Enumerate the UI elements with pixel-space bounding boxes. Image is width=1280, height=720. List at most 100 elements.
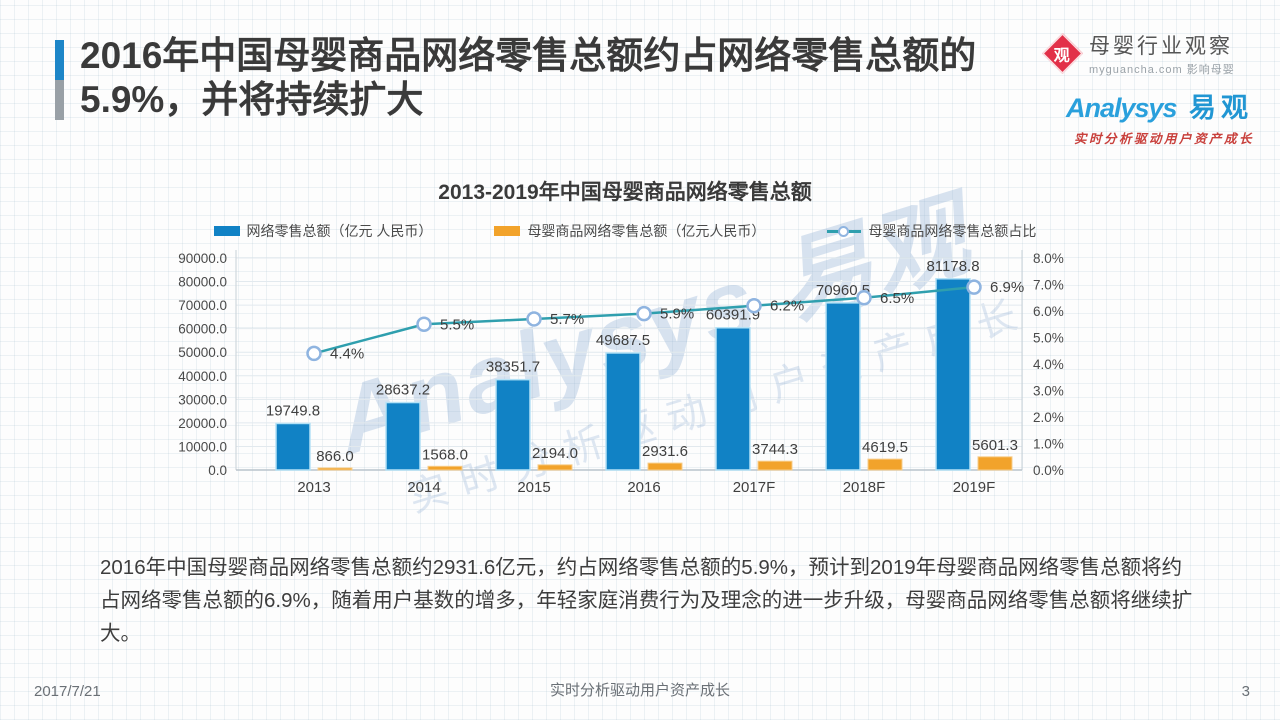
x-tick-label: 2015 xyxy=(517,479,550,496)
y-tick-left: 80000.0 xyxy=(178,275,227,290)
bar-baby-retail-label: 5601.3 xyxy=(972,437,1018,454)
title-accent-bar xyxy=(55,40,64,120)
bar-baby-retail xyxy=(757,460,793,471)
chart-title: 2013-2019年中国母婴商品网络零售总额 xyxy=(438,181,812,204)
x-tick-label: 2019F xyxy=(953,479,996,496)
page-title: 2016年中国母婴商品网络零售总额约占网络零售总额的 5.9%，并将持续扩大 xyxy=(80,34,976,123)
footer-slogan: 实时分析驱动用户资产成长 xyxy=(549,682,730,699)
y-tick-left: 70000.0 xyxy=(178,298,227,313)
combo-chart: 0.0 10000.0 20000.0 30000.0 40000.0 50000.0 60… xyxy=(178,250,1064,496)
y-tick-left: 40000.0 xyxy=(178,369,227,384)
y-tick-left: 90000.0 xyxy=(178,251,227,266)
legend-label-ratio: 母婴商品网络零售总额占比 xyxy=(868,223,1037,239)
myguancha-logo: 观 母婴行业观察 myguancha.com 影响母婴 xyxy=(1041,30,1254,77)
bar-total-retail-label: 19749.8 xyxy=(266,402,320,419)
y-tick-right: 2.0% xyxy=(1033,410,1064,425)
myguancha-logo-text: 母婴行业观察 myguancha.com 影响母婴 xyxy=(1089,30,1235,77)
analysys-logo-latin: Analysys xyxy=(1065,93,1178,123)
y-tick-left: 60000.0 xyxy=(178,322,227,337)
legend-label-total-retail: 网络零售总额（亿元 人民币） xyxy=(246,223,433,239)
ratio-marker xyxy=(746,297,762,314)
y-tick-left: 30000.0 xyxy=(178,392,227,407)
bar-total-retail xyxy=(275,422,311,471)
brand-logos: 观 母婴行业观察 myguancha.com 影响母婴 Analysys 易观 … xyxy=(1041,30,1254,147)
myguancha-logo-subtitle: myguancha.com 影响母婴 xyxy=(1088,64,1235,76)
x-tick-label: 2017F xyxy=(733,479,776,496)
legend-swatch-baby-retail xyxy=(494,226,521,236)
y-tick-right: 7.0% xyxy=(1033,278,1064,293)
bar-baby-retail-label: 2931.6 xyxy=(642,443,688,460)
analysys-logo-cjk: 易观 xyxy=(1189,93,1254,123)
x-tick-label: 2018F xyxy=(843,479,886,496)
bar-total-retail-label: 49687.5 xyxy=(596,332,650,349)
footer-date: 2017/7/21 xyxy=(34,683,101,700)
bar-total-retail xyxy=(935,278,971,471)
bar-total-retail xyxy=(825,302,861,471)
bar-baby-retail-label: 2194.0 xyxy=(532,445,578,462)
bar-total-retail-label: 70960.5 xyxy=(816,282,870,299)
y-tick-left: 50000.0 xyxy=(178,345,227,360)
analysys-logo-tagline: 实时分析驱动用户资产成长 xyxy=(1073,132,1254,146)
ratio-marker xyxy=(306,345,322,362)
legend-swatch-total-retail xyxy=(213,226,240,236)
y-tick-right: 4.0% xyxy=(1033,357,1064,372)
legend-item-ratio: 母婴商品网络零售总额占比 xyxy=(827,221,1036,241)
myguancha-logo-icon: 观 xyxy=(1041,32,1083,75)
x-tick-label: 2013 xyxy=(297,479,330,496)
analysys-logo: Analysys 易观 xyxy=(1066,86,1254,125)
bar-baby-retail xyxy=(427,465,463,471)
slide-header: 2016年中国母婴商品网络零售总额约占网络零售总额的 5.9%，并将持续扩大 xyxy=(55,34,976,123)
ratio-marker xyxy=(416,316,432,332)
y-tick-left: 0.0 xyxy=(208,463,227,478)
footer-page-number: 3 xyxy=(1241,683,1250,700)
legend-dot-icon xyxy=(838,225,850,237)
y-tick-left: 10000.0 xyxy=(178,439,227,454)
y-tick-right: 5.0% xyxy=(1033,331,1064,346)
bar-total-retail-label: 60391.9 xyxy=(706,307,760,324)
ratio-point-label: 4.4% xyxy=(330,345,364,362)
myguancha-logo-name: 母婴行业观察 xyxy=(1088,35,1233,58)
ratio-marker xyxy=(526,311,542,327)
bar-total-retail xyxy=(385,401,421,471)
bar-total-retail xyxy=(495,378,531,471)
y-tick-right: 1.0% xyxy=(1033,437,1064,452)
ratio-point-label: 6.2% xyxy=(770,298,804,315)
bar-baby-retail xyxy=(647,462,683,471)
ratio-point-label: 6.5% xyxy=(880,290,914,307)
ratio-point-label: 6.9% xyxy=(990,279,1024,296)
bar-baby-retail xyxy=(317,467,353,471)
legend-item-total-retail: 网络零售总额（亿元 人民币） xyxy=(213,221,433,241)
bar-total-retail-label: 38351.7 xyxy=(486,359,540,376)
ratio-point-label: 5.9% xyxy=(660,306,694,323)
bar-total-retail-label: 28637.2 xyxy=(376,382,430,399)
y-tick-right: 6.0% xyxy=(1033,304,1064,319)
ratio-point-label: 5.7% xyxy=(550,311,584,328)
legend-label-baby-retail: 母婴商品网络零售总额（亿元人民币） xyxy=(527,223,766,239)
x-tick-label: 2014 xyxy=(407,479,440,496)
ratio-marker xyxy=(636,305,652,322)
bar-baby-retail-label: 4619.5 xyxy=(862,439,908,456)
myguancha-logo-mark: 观 xyxy=(1054,47,1071,65)
y-tick-right: 3.0% xyxy=(1033,384,1064,399)
bar-baby-retail xyxy=(537,464,573,471)
bar-baby-retail xyxy=(977,456,1013,471)
legend-line-marker-icon xyxy=(827,225,862,237)
x-tick-label: 2016 xyxy=(627,479,660,496)
bar-baby-retail-label: 1568.0 xyxy=(422,446,468,463)
summary-text: 2016年中国母婴商品网络零售总额约2931.6亿元，约占网络零售总额的5.9%… xyxy=(100,556,1193,645)
y-tick-left: 20000.0 xyxy=(178,416,227,431)
page-title-line1: 2016年中国母婴商品网络零售总额约占网络零售总额的 xyxy=(80,35,977,76)
ratio-marker xyxy=(856,290,872,306)
ratio-marker xyxy=(966,279,982,295)
bar-baby-retail xyxy=(867,458,903,471)
bar-baby-retail-label: 3744.3 xyxy=(752,441,798,458)
bar-baby-retail-label: 866.0 xyxy=(316,448,354,465)
y-tick-right: 8.0% xyxy=(1033,251,1064,266)
bar-total-retail-label: 81178.8 xyxy=(926,258,979,275)
y-tick-right: 0.0% xyxy=(1033,463,1064,478)
ratio-point-label: 5.5% xyxy=(440,316,474,333)
bar-total-retail xyxy=(605,352,641,471)
chart-legend: 网络零售总额（亿元 人民币） 母婴商品网络零售总额（亿元人民币） 母婴商品网络零… xyxy=(0,221,1250,241)
page-title-line2: 5.9%，并将持续扩大 xyxy=(80,79,424,121)
